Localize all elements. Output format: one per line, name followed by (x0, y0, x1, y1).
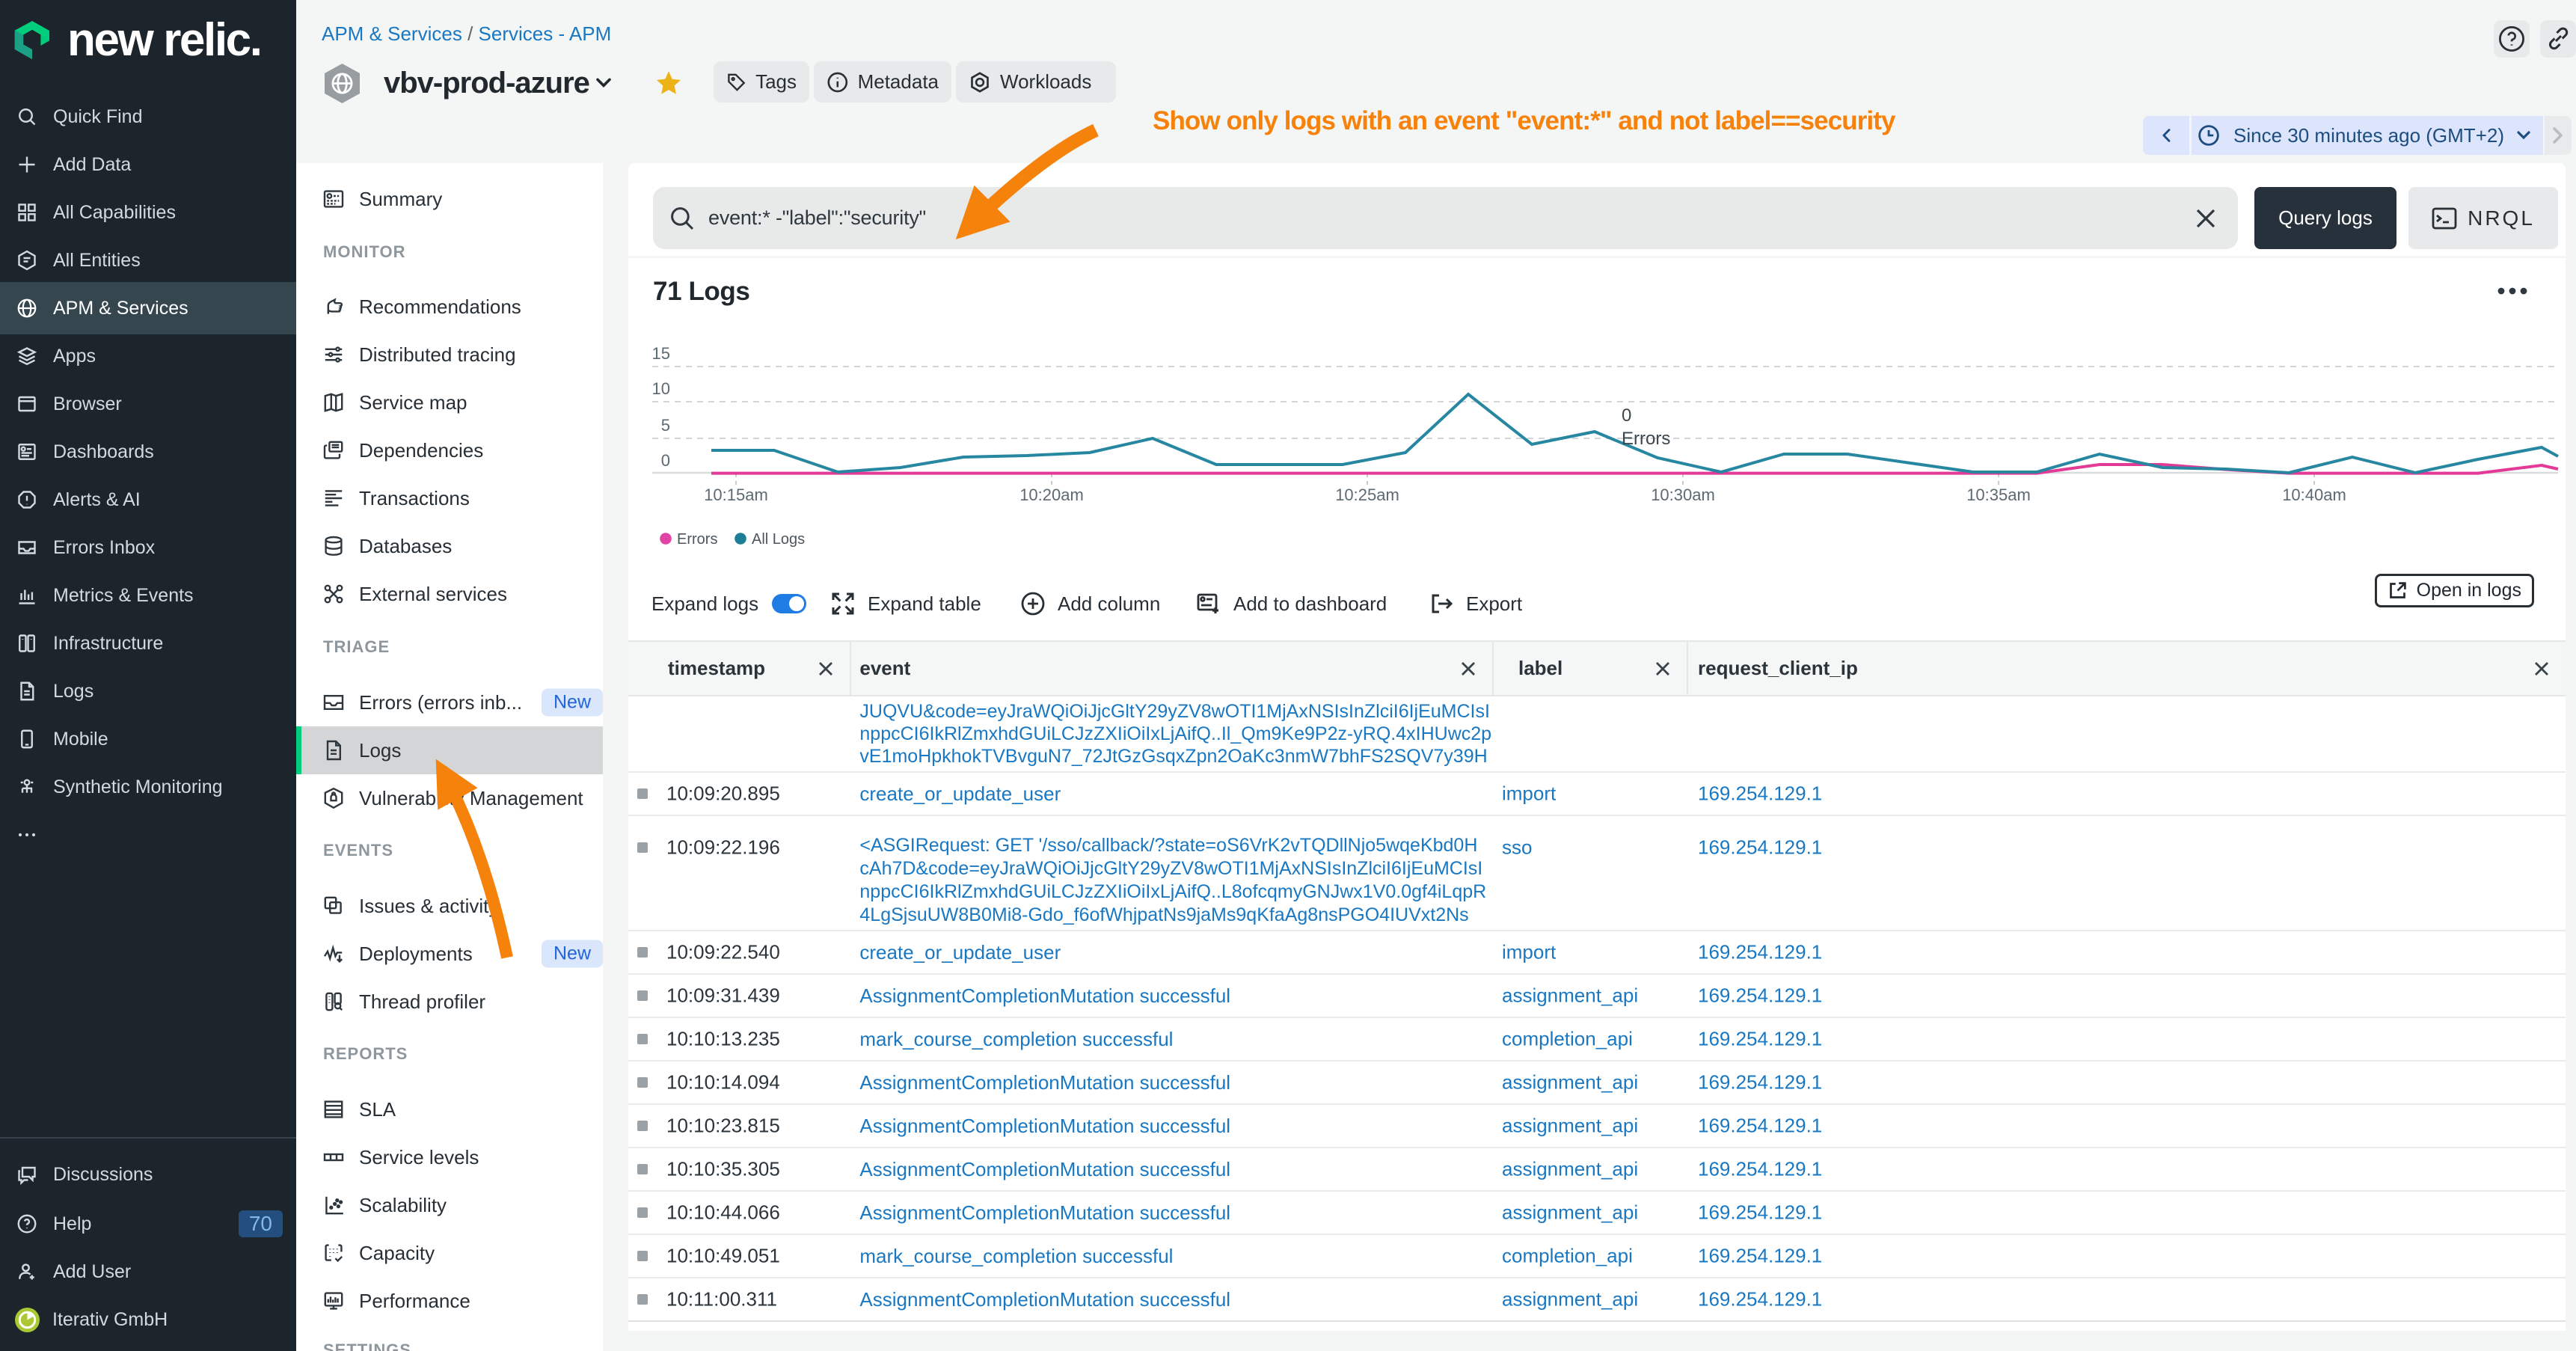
svg-text:10:20am: 10:20am (1019, 485, 1084, 504)
svg-text:All Logs: All Logs (752, 531, 805, 548)
svg-text:10:25am: 10:25am (1335, 485, 1399, 504)
svg-text:new relic.: new relic. (67, 19, 261, 66)
svg-text:10:15am: 10:15am (704, 485, 768, 504)
svg-text:Errors: Errors (677, 531, 717, 548)
svg-text:10:35am: 10:35am (1966, 485, 2031, 504)
svg-text:10:30am: 10:30am (1651, 485, 1715, 504)
svg-text:Errors: Errors (1622, 429, 1670, 449)
svg-text:15: 15 (652, 344, 670, 363)
svg-text:5: 5 (661, 416, 670, 435)
svg-text:0: 0 (1622, 405, 1631, 426)
svg-text:10:40am: 10:40am (2282, 485, 2346, 504)
svg-text:10: 10 (652, 379, 670, 398)
svg-text:0: 0 (661, 451, 670, 470)
